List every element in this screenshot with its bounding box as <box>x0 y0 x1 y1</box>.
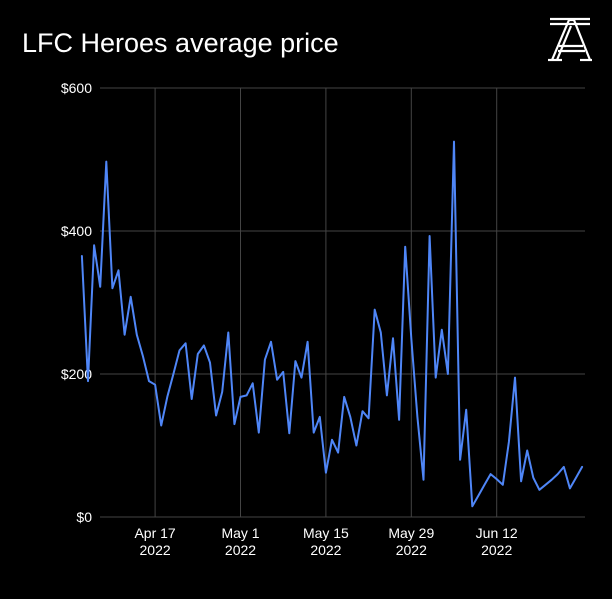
chart-title: LFC Heroes average price <box>22 28 339 58</box>
chart-grid <box>100 87 585 518</box>
y-tick-label: $400 <box>61 223 92 239</box>
x-tick-year-label: 2022 <box>225 542 256 558</box>
series-layer <box>80 140 584 508</box>
x-tick-year-label: 2022 <box>396 542 427 558</box>
x-tick-label: Jun 12 <box>476 525 518 541</box>
x-tick-year-label: 2022 <box>140 542 171 558</box>
y-tick-label: $600 <box>61 80 92 96</box>
the-athletic-logo <box>548 17 592 62</box>
series-line <box>80 140 584 508</box>
y-tick-label: $0 <box>76 509 92 525</box>
x-tick-label: May 1 <box>221 525 259 541</box>
y-tick-label: $200 <box>61 366 92 382</box>
y-axis: $0 $200 $400 $600 <box>61 80 92 525</box>
x-tick-year-label: 2022 <box>310 542 341 558</box>
x-tick-year-label: 2022 <box>481 542 512 558</box>
x-tick-label: May 29 <box>388 525 434 541</box>
x-tick-label: Apr 17 <box>134 525 175 541</box>
x-tick-label: May 15 <box>303 525 349 541</box>
